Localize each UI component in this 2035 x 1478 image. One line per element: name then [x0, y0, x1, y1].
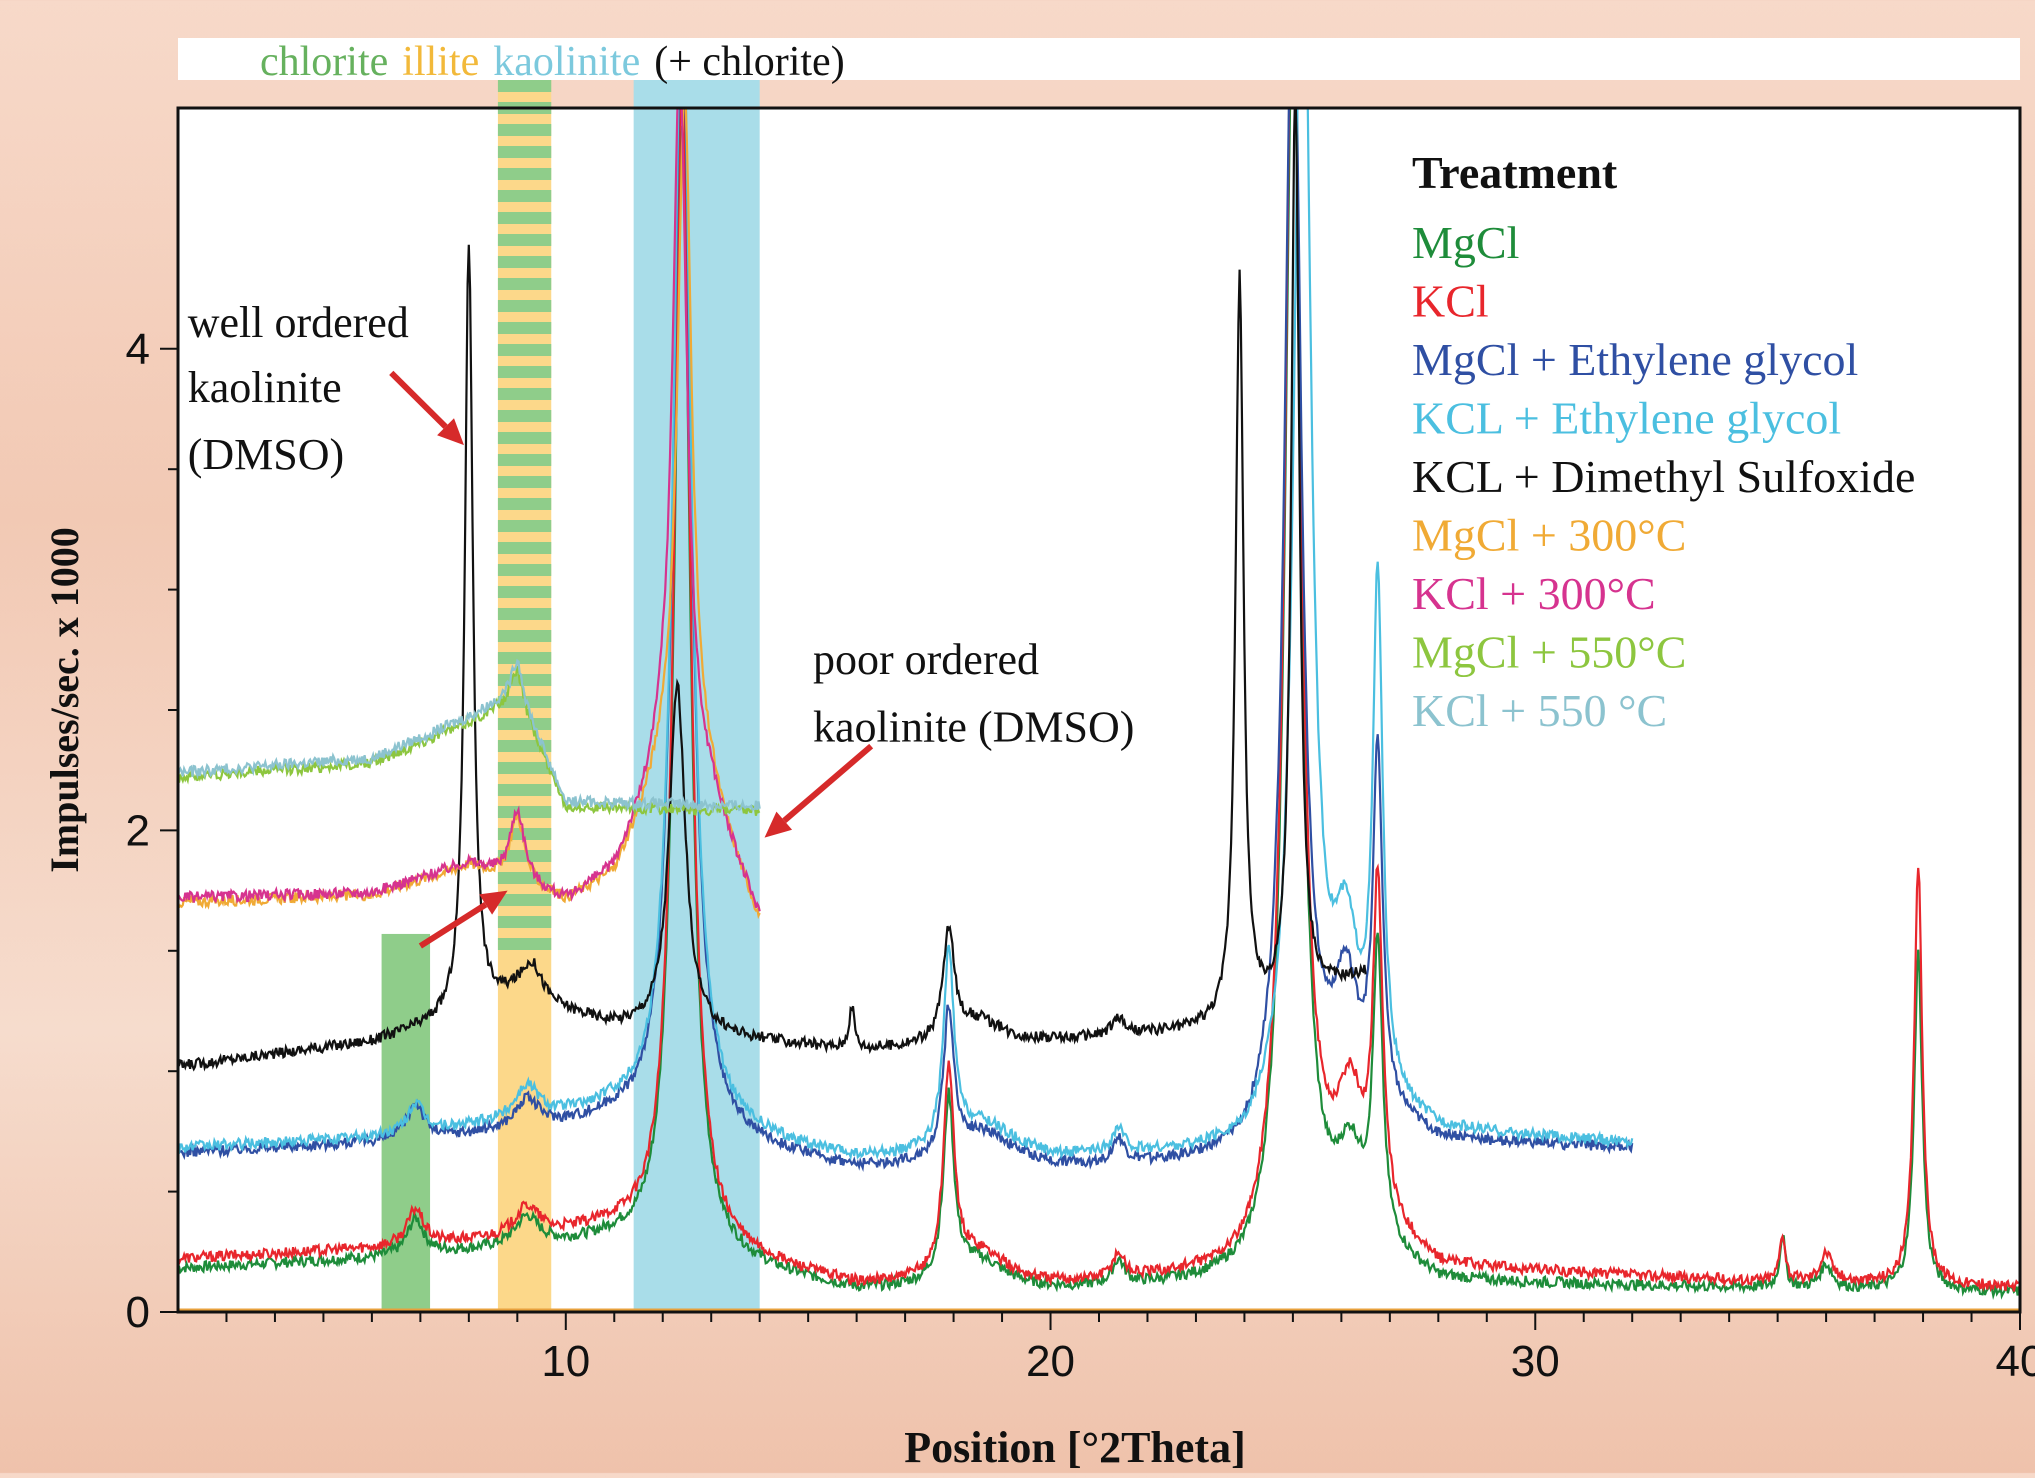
x-tick-label: 40 — [1996, 1337, 2035, 1386]
series-line-4 — [178, 108, 1367, 1072]
band-stripe — [497, 256, 552, 268]
annotations: well ordered kaolinite (DMSO) poor ordered k… — [188, 298, 1134, 949]
band-stripe — [497, 432, 552, 444]
header-word: kaolinite — [493, 39, 640, 85]
band-stripe — [497, 212, 552, 224]
band-stripe — [497, 938, 552, 950]
header-word: chlorite — [260, 39, 388, 85]
header-strip — [178, 38, 2020, 80]
legend-entry: MgCl — [1412, 217, 1519, 268]
legend-title: Treatment — [1412, 147, 1618, 198]
series-line-6 — [178, 108, 761, 912]
band-stripe — [497, 366, 552, 378]
legend-entry: MgCl + 550°C — [1412, 627, 1686, 678]
band-stripe — [497, 542, 552, 554]
x-axis-label: Position [°2Theta] — [904, 1423, 1245, 1472]
y-tick-label: 2 — [126, 806, 150, 855]
band-stripe — [497, 388, 552, 400]
band-stripe — [497, 476, 552, 488]
band-stripe — [497, 762, 552, 774]
y-tick-label: 4 — [126, 325, 150, 374]
x-tick-label: 30 — [1511, 1337, 1560, 1386]
y-axis-label: Impulses/sec. x 1000 — [42, 527, 87, 873]
band-stripe — [497, 322, 552, 334]
legend-entry: MgCl + Ethylene glycol — [1412, 334, 1858, 385]
series-line-1 — [178, 108, 2020, 1293]
header-word: (+ chlorite) — [654, 39, 844, 85]
annotation-label: poor ordered — [813, 635, 1039, 684]
annotation-label: kaolinite — [188, 363, 342, 412]
arrow-head — [479, 890, 508, 915]
series-line-8 — [178, 658, 761, 814]
band-stripe — [497, 718, 552, 730]
band-stripe — [497, 234, 552, 246]
series-group — [178, 108, 2020, 1312]
band-stripe — [497, 652, 552, 664]
legend-entry: KCl + 550 °C — [1412, 685, 1667, 736]
band-stripe — [497, 454, 552, 466]
band-stripe — [497, 278, 552, 290]
arrow-head — [437, 418, 464, 446]
band-stripe — [497, 894, 552, 906]
legend-entry: MgCl + 300°C — [1412, 510, 1686, 561]
annotation-label: kaolinite (DMSO) — [813, 702, 1134, 751]
axes: 10 20 30 40 0 2 4 — [126, 325, 2035, 1386]
arrow-shaft — [389, 370, 448, 429]
band-stripe — [497, 608, 552, 620]
band-stripe — [497, 498, 552, 510]
band-stripe — [497, 564, 552, 576]
band-stripe — [497, 850, 552, 862]
y-tick-label: 0 — [126, 1288, 150, 1337]
band-stripe — [497, 124, 552, 136]
legend-entry: KCl — [1412, 276, 1489, 327]
annotation-label: (DMSO) — [188, 430, 344, 479]
header-text: chlorite illite kaolinite (+ chlorite) — [260, 39, 845, 85]
arrow-shaft — [782, 743, 874, 823]
annotation-label: well ordered — [188, 298, 409, 347]
band-stripe — [497, 410, 552, 422]
arrow-head — [764, 811, 793, 838]
band-stripe — [497, 520, 552, 532]
band-stripe — [497, 190, 552, 202]
x-tick-label: 20 — [1026, 1337, 1075, 1386]
band-stripe — [497, 916, 552, 928]
series-line-0 — [178, 108, 2020, 1300]
band-stripe — [497, 806, 552, 818]
band-stripe — [497, 784, 552, 796]
header-word: illite — [402, 39, 479, 85]
mineral-bands — [381, 80, 760, 1312]
legend-entry: KCL + Dimethyl Sulfoxide — [1412, 451, 1915, 502]
legend-entry: KCl + 300°C — [1412, 568, 1656, 619]
series-line-2 — [178, 108, 1634, 1172]
band-stripe — [497, 80, 552, 92]
band-stripe — [497, 344, 552, 356]
x-tick-label: 10 — [541, 1337, 590, 1386]
legend-entry: KCL + Ethylene glycol — [1412, 393, 1841, 444]
series-line-3 — [178, 108, 1634, 1161]
band-stripe — [497, 586, 552, 598]
mineral-header: chlorite illite kaolinite (+ chlorite) — [260, 39, 845, 85]
band-stripe — [497, 300, 552, 312]
arrow-shaft — [418, 902, 488, 949]
band-stripe — [497, 146, 552, 158]
series-line-7 — [178, 665, 761, 817]
band-stripe — [497, 630, 552, 642]
legend: Treatment MgCl KCl MgCl + Ethylene glycol KC… — [1412, 147, 1915, 736]
band-stripe — [497, 168, 552, 180]
